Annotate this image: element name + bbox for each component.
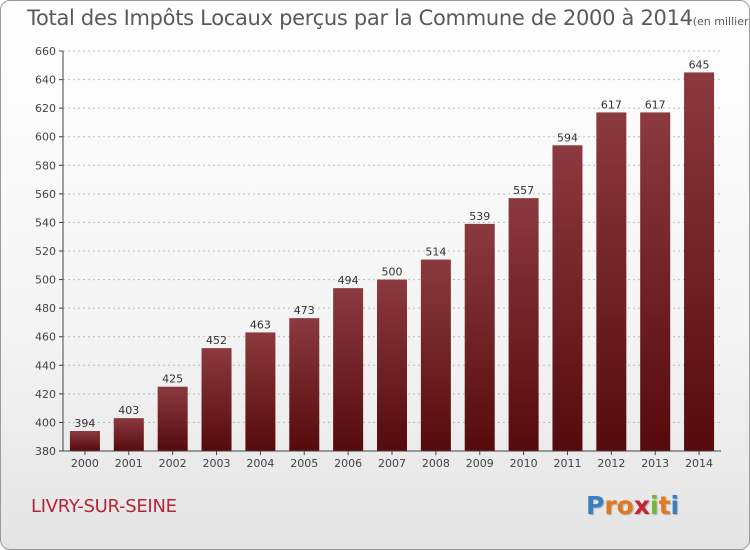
chart-title: Total des Impôts Locaux perçus par la Co… — [27, 6, 749, 30]
bar — [377, 279, 407, 451]
bar — [69, 431, 100, 451]
y-tick-label: 640 — [35, 74, 56, 87]
x-tick-label: 2010 — [510, 457, 538, 470]
y-tick-label: 420 — [35, 388, 56, 401]
logo-letter: x — [633, 491, 650, 520]
y-tick-label: 600 — [35, 131, 56, 144]
commune-name: LIVRY-SUR-SEINE — [31, 496, 177, 517]
x-tick-label: 2012 — [597, 457, 625, 470]
bar — [640, 112, 671, 451]
x-tick-label: 2001 — [115, 457, 143, 470]
data-label: 617 — [645, 98, 666, 111]
logo-letter: r — [604, 491, 617, 520]
bar — [289, 318, 320, 451]
data-label: 539 — [469, 210, 490, 223]
x-tick-label: 2014 — [685, 457, 713, 470]
logo-letter: t — [658, 491, 671, 520]
data-label: 473 — [294, 304, 315, 317]
data-label: 425 — [162, 373, 183, 386]
bar — [201, 348, 232, 451]
y-tick-label: 440 — [35, 359, 56, 372]
y-tick-label: 460 — [35, 331, 56, 344]
bar — [464, 223, 495, 451]
data-label: 452 — [206, 334, 227, 347]
y-tick-label: 480 — [35, 302, 56, 315]
bar — [157, 386, 188, 451]
data-label: 494 — [338, 274, 359, 287]
x-tick-label: 2006 — [334, 457, 362, 470]
bar — [508, 198, 539, 451]
bar — [113, 418, 144, 451]
y-tick-label: 540 — [35, 216, 56, 229]
data-label: 394 — [74, 417, 95, 430]
y-tick-label: 400 — [35, 416, 56, 429]
y-tick-label: 500 — [35, 274, 56, 287]
x-tick-label: 2003 — [203, 457, 231, 470]
bar — [552, 145, 583, 452]
bar — [684, 72, 715, 451]
bar — [245, 332, 276, 451]
data-label: 500 — [382, 266, 403, 279]
bar — [333, 288, 364, 451]
x-tick-label: 2000 — [71, 457, 99, 470]
data-label: 557 — [513, 184, 534, 197]
logo-letter: i — [650, 491, 659, 520]
x-tick-label: 2007 — [378, 457, 406, 470]
proxiti-logo: Proxiti — [586, 491, 679, 520]
y-tick-label: 560 — [35, 188, 56, 201]
x-tick-label: 2004 — [246, 457, 274, 470]
y-tick-label: 520 — [35, 245, 56, 258]
axes: 380 400 420 440 460 480 500 520 540 560 580 600 620 6… — [35, 45, 721, 470]
x-tick-label: 2009 — [466, 457, 494, 470]
data-label: 514 — [425, 246, 446, 259]
x-tick-label: 2013 — [641, 457, 669, 470]
data-label: 594 — [557, 131, 578, 144]
bar — [420, 259, 451, 451]
logo-letter: o — [616, 491, 634, 520]
x-tick-label: 2011 — [553, 457, 581, 470]
data-label: 463 — [250, 318, 271, 331]
data-label: 403 — [118, 404, 139, 417]
bars: 394 403 425 452 463 473 494 500 514 539 557 594 617 6… — [69, 58, 715, 452]
y-tick-label: 620 — [35, 102, 56, 115]
data-label: 617 — [601, 98, 622, 111]
x-tick-label: 2002 — [159, 457, 187, 470]
x-tick-label: 2005 — [290, 457, 318, 470]
chart-title-text: Total des Impôts Locaux perçus par la Co… — [27, 6, 693, 30]
chart-title-unit: (en milliers d'€) — [692, 15, 749, 28]
y-tick-label: 380 — [35, 445, 56, 458]
logo-letter: P — [586, 491, 605, 520]
y-tick-label: 580 — [35, 159, 56, 172]
logo-letter: i — [670, 491, 680, 520]
bar — [596, 112, 627, 451]
y-tick-label: 660 — [35, 45, 56, 58]
data-label: 645 — [689, 58, 710, 71]
x-tick-label: 2008 — [422, 457, 450, 470]
